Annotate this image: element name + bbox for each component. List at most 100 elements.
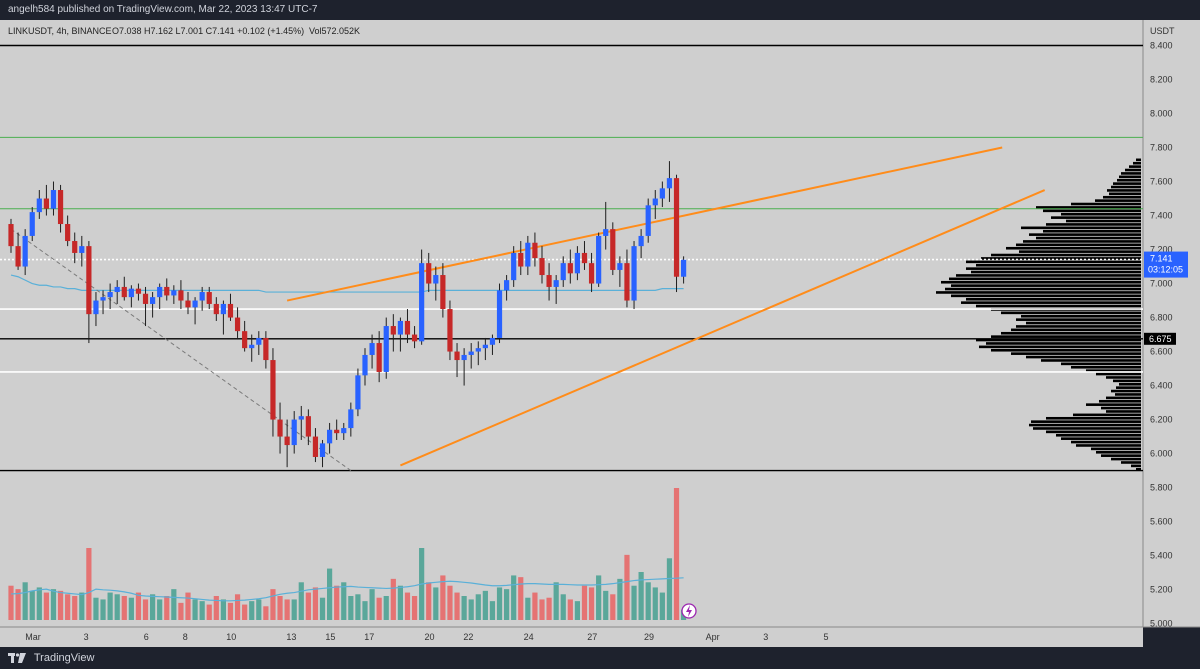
time-tick-label: 24 (524, 632, 534, 642)
time-tick-label: 22 (463, 632, 473, 642)
volume-profile-row (1117, 178, 1141, 182)
volume-profile-row (1001, 331, 1141, 335)
last-price-label: 7.141 03:12:05 (1144, 251, 1188, 278)
volume-profile-row (1029, 423, 1141, 427)
volume-bar (227, 602, 234, 620)
candle-body (57, 190, 64, 225)
time-axis-ticks[interactable]: Mar 3 6 8 10 13 15 17 20 22 24 27 29 Apr 3 5 (25, 632, 828, 642)
legend-volume: Vol572.052K (309, 26, 360, 36)
volume-ma-line (10, 577, 684, 602)
volume-bar (171, 589, 177, 620)
candle-body (673, 178, 680, 277)
volume-profile-row (1101, 406, 1141, 410)
level-price-value: 6.675 (1149, 334, 1172, 344)
volume-profile-row (1095, 199, 1141, 202)
candle-body (475, 348, 481, 352)
volume-bar (596, 575, 602, 620)
candle-body (327, 429, 333, 444)
last-price-value: 7.141 (1150, 254, 1173, 264)
candle-body (220, 303, 226, 315)
candle-body (93, 300, 99, 315)
volume-profile-row (1076, 444, 1141, 447)
time-tick-label: 3 (763, 632, 768, 642)
time-tick-label: 15 (325, 632, 335, 642)
volume-profile-row (936, 291, 1141, 294)
volume-profile-row (1129, 165, 1141, 168)
candle-body (256, 337, 262, 345)
volume-profile-row (971, 270, 1141, 274)
candles (8, 161, 687, 468)
volume-profile-row (966, 267, 1141, 270)
footer-brand: TradingView (33, 652, 95, 664)
price-tick-label: 8.400 (1150, 41, 1173, 51)
candle-body (560, 263, 566, 281)
price-axis-ticks[interactable]: 8.400 8.200 8.000 7.800 7.600 7.400 7.200 7.000… (1150, 41, 1173, 629)
candle-body (206, 292, 212, 304)
volume-bar (107, 592, 113, 620)
volume-profile-row (1033, 427, 1141, 430)
candle-body (567, 263, 573, 274)
candle-body (348, 409, 354, 429)
volume-bar (673, 488, 680, 620)
volume-bar (433, 587, 439, 620)
volume-profile-row (961, 301, 1141, 304)
publisher-bar: angelh584 published on TradingView.com, … (0, 0, 1200, 20)
time-tick-label: 8 (183, 632, 188, 642)
volume-profile-row (1011, 328, 1141, 332)
volume-profile-row (1106, 376, 1141, 379)
published-by-text: angelh584 published on TradingView.com, … (8, 4, 318, 15)
volume-bar (291, 599, 297, 620)
volume-profile-row (1106, 410, 1141, 413)
volume-bar (553, 582, 559, 620)
volume-bar (277, 596, 283, 620)
candle-body (128, 288, 134, 298)
volume-bar (128, 597, 134, 620)
volume-bar (50, 589, 57, 620)
price-tick-label: 7.800 (1150, 143, 1173, 153)
candle-body (496, 290, 503, 338)
volume-profile-row (1056, 433, 1141, 437)
candle-body (298, 416, 304, 420)
volume-bar (100, 599, 106, 620)
chart[interactable]: 8.400 8.200 8.000 7.800 7.600 7.400 7.200 7.000… (0, 20, 1200, 647)
volume-profile-row (1051, 216, 1141, 219)
time-tick-label: 5 (823, 632, 828, 642)
time-tick-label: 20 (424, 632, 434, 642)
volume-bar (504, 589, 510, 620)
volume-profile-row (966, 297, 1141, 301)
price-tick-label: 7.200 (1150, 245, 1173, 255)
candle-body (588, 263, 595, 284)
volume-profile-row (1111, 457, 1141, 461)
volume-bar (567, 599, 573, 620)
volume-bar (242, 604, 248, 620)
candle-body (284, 436, 290, 446)
volume-bar (249, 601, 255, 620)
candle-body (43, 198, 49, 209)
volume-bar (79, 592, 85, 620)
candle-body (185, 300, 191, 308)
volume-bar (121, 596, 127, 620)
volume-bar (298, 582, 304, 620)
volume-profile-row (1026, 321, 1141, 325)
candle-body (15, 246, 21, 267)
volume-profile-row (1099, 399, 1141, 403)
wedge-lower-trendline (400, 189, 1046, 467)
horizontal-levels (0, 44, 1143, 472)
time-tick-label: 10 (226, 632, 236, 642)
volume-bar (341, 582, 347, 620)
candle-body (624, 263, 630, 301)
volume-profile-row (1101, 454, 1141, 457)
volume-profile-row (1096, 450, 1141, 454)
volume-bar (178, 602, 184, 620)
candle-body (504, 280, 510, 291)
legend-symbol[interactable]: LINKUSDT, 4h, BINANCE (8, 26, 112, 36)
volume-profile-row (951, 294, 1141, 298)
candle-body (390, 326, 396, 335)
candle-body (114, 286, 120, 293)
volume-profile-row (1071, 202, 1141, 206)
alert-icon[interactable] (681, 603, 697, 619)
volume-bar (135, 592, 142, 620)
volume-profile-row (991, 253, 1141, 257)
candle-body (22, 235, 28, 267)
volume-bar (362, 601, 368, 620)
